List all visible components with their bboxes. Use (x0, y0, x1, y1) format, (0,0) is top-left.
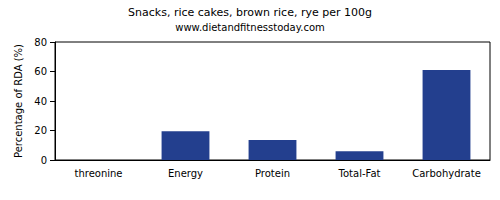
svg-text:40: 40 (34, 96, 47, 107)
svg-text:threonine: threonine (74, 168, 122, 179)
svg-text:Carbohydrate: Carbohydrate (412, 168, 481, 179)
svg-text:20: 20 (34, 125, 47, 136)
svg-text:Total-Fat: Total-Fat (338, 168, 381, 179)
svg-text:Percentage of RDA (%): Percentage of RDA (%) (13, 44, 24, 158)
svg-text:80: 80 (34, 37, 47, 48)
svg-text:Snacks, rice cakes, brown rice: Snacks, rice cakes, brown rice, rye per … (128, 6, 372, 19)
svg-text:0: 0 (41, 155, 47, 166)
svg-text:60: 60 (34, 66, 47, 77)
svg-text:Protein: Protein (255, 168, 290, 179)
svg-text:Energy: Energy (168, 168, 203, 179)
svg-text:www.dietandfitnesstoday.com: www.dietandfitnesstoday.com (175, 22, 324, 33)
